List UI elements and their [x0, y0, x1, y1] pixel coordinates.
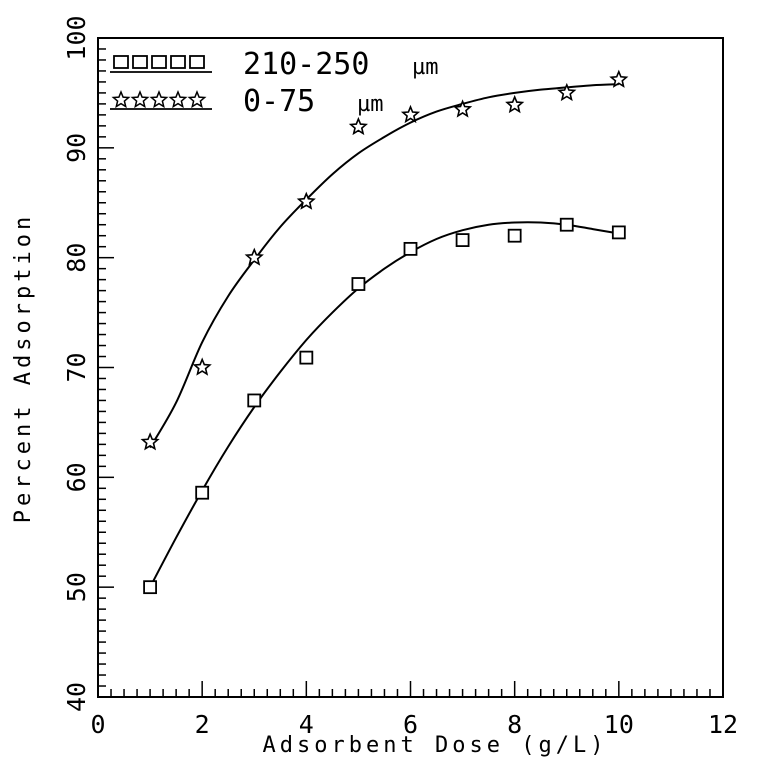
legend-star-marker [168, 90, 188, 109]
square-marker [559, 217, 574, 232]
x-tick-label: 8 [507, 710, 522, 739]
x-axis-title: Adsorbent Dose (g/L) [263, 733, 608, 758]
legend-unit-series-1: µm [412, 55, 439, 80]
legend-square-marker [170, 55, 186, 69]
x-tick-label: 12 [708, 710, 738, 739]
star-marker [348, 116, 368, 136]
y-tick-label: 90 [62, 133, 91, 163]
star-marker [557, 82, 577, 102]
fit-line-series-2 [149, 83, 619, 449]
fit-line-series-1 [149, 221, 619, 588]
x-tick-label: 2 [195, 710, 210, 739]
x-tick-label: 0 [90, 710, 105, 739]
square-marker [299, 350, 314, 365]
star-marker [453, 99, 473, 118]
star-marker [400, 104, 421, 124]
square-marker [455, 233, 470, 247]
y-tick-label: 80 [62, 243, 91, 273]
x-tick-label: 10 [604, 710, 634, 739]
x-tick-label: 4 [299, 710, 314, 739]
legend-star-marker [130, 90, 150, 109]
square-marker [143, 580, 157, 595]
y-tick-label: 70 [62, 352, 91, 382]
x-tick-labels: 0 2 4 6 8 10 12 [90, 710, 738, 739]
legend-unit-series-2: µm [357, 92, 384, 117]
square-marker [507, 228, 522, 243]
square-marker [403, 241, 418, 256]
y-tick-label: 100 [62, 15, 91, 60]
legend-star-marker [149, 90, 169, 109]
star-marker [296, 191, 316, 210]
star-marker [505, 94, 525, 114]
square-marker [351, 277, 366, 291]
legend-label-series-2: 0-75 [243, 84, 315, 119]
y-tick-label: 60 [62, 462, 91, 492]
legend-square-marker [113, 55, 129, 69]
star-marker [244, 247, 264, 266]
y-tick-label: 50 [62, 572, 91, 602]
legend-square-marker [151, 55, 167, 69]
legend-square-marker [189, 55, 205, 69]
y-tick-labels: 40 50 60 70 80 90 100 [62, 15, 91, 712]
star-marker [192, 357, 212, 376]
y-axis-title: Percent Adsorption [11, 213, 36, 523]
legend-label-series-1: 210-250 [243, 47, 369, 82]
square-marker [247, 393, 262, 408]
data-markers [140, 69, 629, 595]
x-tick-label: 6 [403, 710, 418, 739]
legend-star-marker [187, 90, 207, 109]
star-marker [609, 69, 629, 88]
minor-ticks [97, 37, 724, 698]
star-marker [140, 432, 160, 451]
legend-star-marker [111, 90, 131, 109]
y-tick-label: 40 [62, 682, 91, 712]
square-marker [195, 485, 210, 500]
legend-square-marker [132, 55, 148, 69]
square-marker [611, 225, 626, 240]
legend: 210-250 µm 0-75 µm [110, 47, 439, 119]
fit-lines [149, 83, 619, 588]
